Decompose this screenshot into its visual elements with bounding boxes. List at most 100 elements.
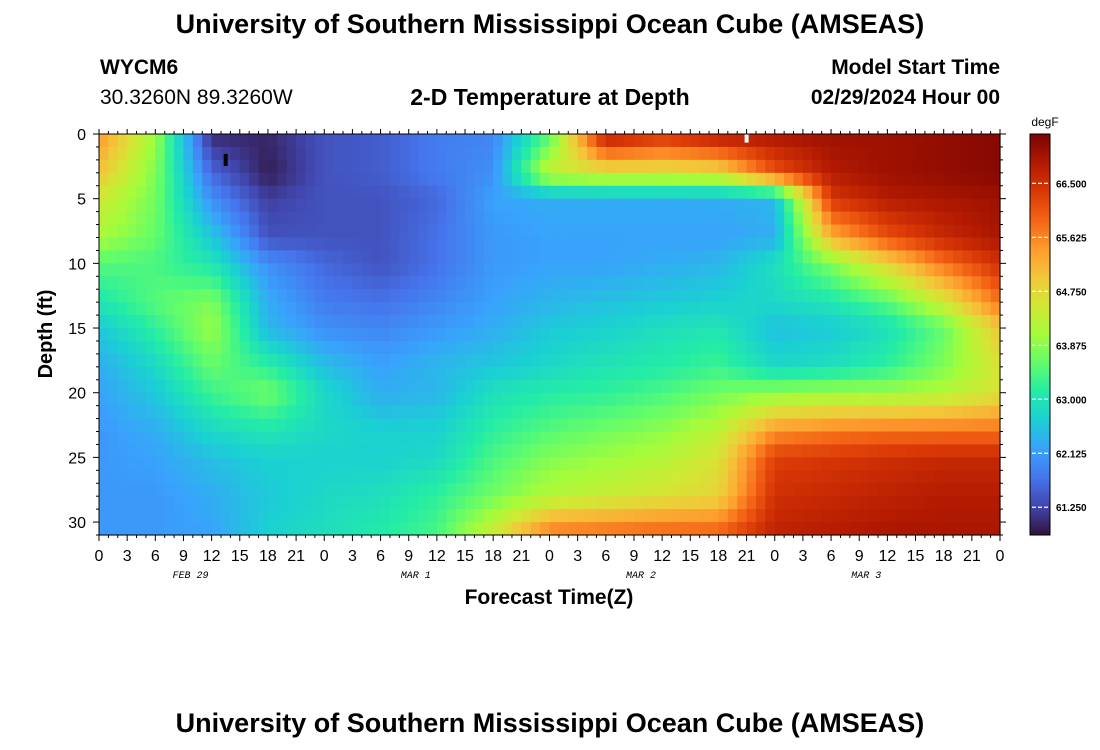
heatmap-cell xyxy=(277,185,288,200)
heatmap-cell xyxy=(831,185,842,200)
heatmap-cell xyxy=(727,431,738,446)
heatmap-cell xyxy=(971,405,982,420)
heatmap-cell xyxy=(643,496,654,510)
heatmap-cell xyxy=(324,134,335,148)
heatmap-cell xyxy=(915,405,926,420)
heatmap-cell xyxy=(418,250,429,264)
heatmap-cell xyxy=(418,328,429,342)
heatmap-cell xyxy=(540,444,551,458)
heatmap-cell xyxy=(755,328,766,342)
heatmap-cell xyxy=(812,276,823,290)
heatmap-cell xyxy=(296,276,307,290)
heatmap-cell xyxy=(286,496,297,510)
heatmap-cell xyxy=(896,276,907,290)
heatmap-cell xyxy=(427,379,438,394)
heatmap-cell xyxy=(831,237,842,252)
heatmap-cell xyxy=(333,237,344,252)
heatmap-cell xyxy=(896,185,907,200)
heatmap-cell xyxy=(924,315,935,329)
heatmap-cell xyxy=(155,483,166,497)
heatmap-cell xyxy=(652,211,663,226)
heatmap-cell xyxy=(399,211,410,226)
heatmap-cell xyxy=(962,185,973,200)
heatmap-cell xyxy=(164,379,175,394)
heatmap-cell xyxy=(737,522,748,536)
heatmap-cell xyxy=(549,315,560,329)
heatmap-cell xyxy=(765,444,776,458)
heatmap-cell xyxy=(727,340,738,355)
heatmap-cell xyxy=(314,392,325,407)
heatmap-cell xyxy=(399,263,410,277)
heatmap-cell xyxy=(690,237,701,252)
heatmap-cell xyxy=(408,418,419,433)
heatmap-cell xyxy=(831,224,842,239)
heatmap-cell xyxy=(324,328,335,342)
heatmap-cell xyxy=(662,366,673,381)
heatmap-cell xyxy=(108,211,119,226)
heatmap-cell xyxy=(399,224,410,239)
heatmap-cell xyxy=(840,237,851,252)
heatmap-cell xyxy=(418,289,429,303)
heatmap-cell xyxy=(465,224,476,239)
heatmap-cell xyxy=(549,172,560,187)
heatmap-cell xyxy=(108,276,119,290)
heatmap-cell xyxy=(671,431,682,446)
heatmap-cell xyxy=(333,211,344,226)
heatmap-cell xyxy=(896,353,907,368)
heatmap-cell xyxy=(615,392,626,407)
heatmap-cell xyxy=(343,211,354,226)
heatmap-cell xyxy=(446,457,457,471)
heatmap-cell xyxy=(145,340,156,355)
heatmap-cell xyxy=(727,134,738,148)
heatmap-cell xyxy=(483,159,494,174)
x-tick-label: 12 xyxy=(653,548,671,565)
heatmap-cell xyxy=(849,237,860,252)
heatmap-cell xyxy=(774,328,785,342)
heatmap-cell xyxy=(831,276,842,290)
heatmap-cell xyxy=(343,431,354,446)
heatmap-cell xyxy=(831,444,842,458)
heatmap-cell xyxy=(915,185,926,200)
heatmap-cell xyxy=(746,457,757,471)
heatmap-cell xyxy=(352,198,363,213)
heatmap-cell xyxy=(915,302,926,316)
heatmap-cell xyxy=(821,146,832,161)
heatmap-cell xyxy=(812,392,823,407)
heatmap-cell xyxy=(474,418,485,433)
heatmap-cell xyxy=(192,302,203,316)
heatmap-cell xyxy=(230,315,241,329)
heatmap-cell xyxy=(549,224,560,239)
heatmap-cell xyxy=(511,392,522,407)
heatmap-cell xyxy=(249,250,260,264)
heatmap-cell xyxy=(699,483,710,497)
heatmap-cell xyxy=(267,418,278,433)
heatmap-cell xyxy=(549,444,560,458)
heatmap-cell xyxy=(145,315,156,329)
heatmap-cell xyxy=(155,457,166,471)
heatmap-cell xyxy=(314,172,325,187)
heatmap-cell xyxy=(211,302,222,316)
heatmap-cell xyxy=(765,185,776,200)
heatmap-cell xyxy=(755,134,766,148)
heatmap-cell xyxy=(258,134,269,148)
heatmap-cell xyxy=(286,198,297,213)
heatmap-cell xyxy=(906,315,917,329)
heatmap-cell xyxy=(267,172,278,187)
heatmap-cell xyxy=(493,250,504,264)
heatmap-cell xyxy=(465,470,476,484)
heatmap-cell xyxy=(155,276,166,290)
heatmap-cell xyxy=(305,289,316,303)
heatmap-cell xyxy=(990,211,1001,226)
heatmap-cell xyxy=(746,509,757,523)
heatmap-cell xyxy=(953,483,964,497)
heatmap-cell xyxy=(718,263,729,277)
heatmap-cell xyxy=(558,146,569,161)
heatmap-cell xyxy=(530,328,541,342)
heatmap-cell xyxy=(511,237,522,252)
heatmap-cell xyxy=(924,470,935,484)
heatmap-cell xyxy=(793,457,804,471)
heatmap-cell xyxy=(596,509,607,523)
heatmap-cell xyxy=(155,392,166,407)
heatmap-cell xyxy=(483,457,494,471)
heatmap-cell xyxy=(943,276,954,290)
